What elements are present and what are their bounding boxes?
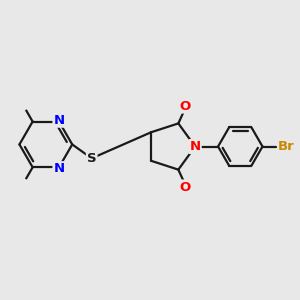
Text: Br: Br (278, 140, 295, 153)
Text: N: N (190, 140, 201, 153)
Text: O: O (180, 181, 191, 194)
Text: N: N (53, 162, 64, 175)
Text: N: N (53, 114, 64, 127)
Text: S: S (87, 152, 97, 165)
Text: O: O (180, 100, 191, 112)
